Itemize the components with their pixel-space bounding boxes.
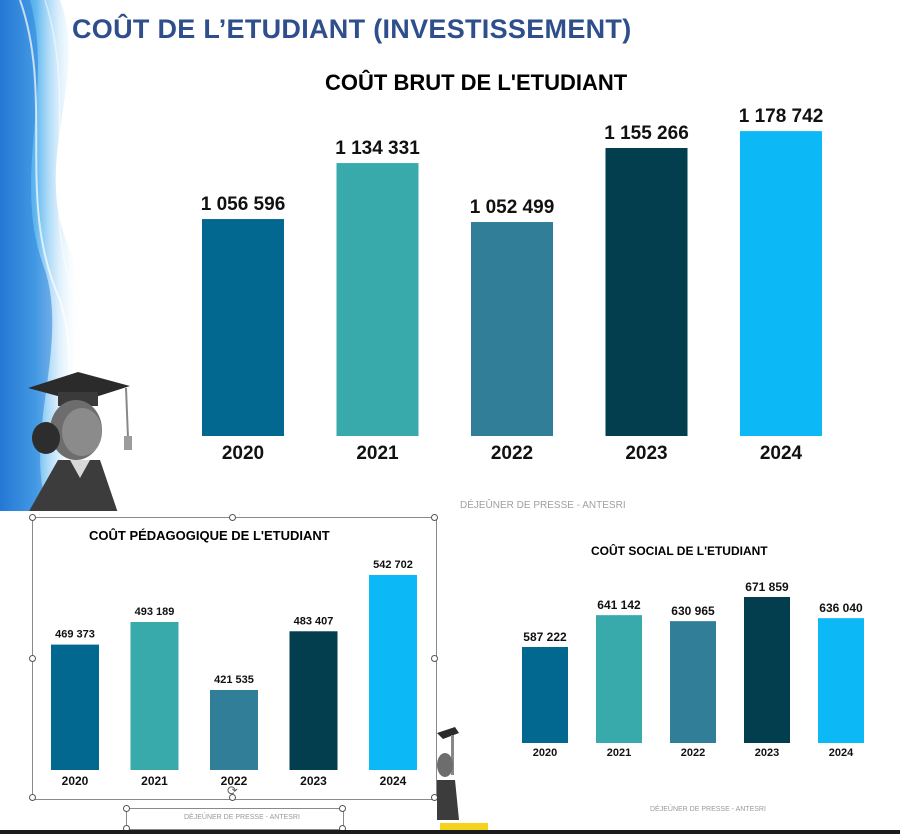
social-value-label: 671 859 bbox=[745, 580, 789, 594]
peda-category-label: 2021 bbox=[141, 774, 168, 788]
peda-bar-2021 bbox=[130, 621, 179, 770]
brut-category-label: 2021 bbox=[356, 443, 399, 464]
peda-bar-2022 bbox=[210, 690, 258, 770]
footer-note-right: DÉJEÛNER DE PRESSE - ANTESRI bbox=[650, 806, 766, 813]
peda-value-label: 542 702 bbox=[373, 559, 413, 571]
rotate-handle-icon[interactable]: ⟳ bbox=[227, 783, 238, 798]
resize-handle[interactable] bbox=[29, 794, 36, 801]
social-bar-2022 bbox=[670, 621, 716, 743]
resize-handle[interactable] bbox=[431, 514, 438, 521]
social-value-label: 630 965 bbox=[671, 604, 715, 618]
social-category-label: 2020 bbox=[533, 747, 557, 759]
brut-category-label: 2022 bbox=[491, 443, 533, 464]
brut-bar-2020 bbox=[202, 219, 284, 436]
social-category-label: 2024 bbox=[829, 747, 854, 759]
chart-brut-svg: 1 056 596 2020 1 134 331 2021 1 052 499 2022 1… bbox=[201, 106, 824, 464]
peda-bar-2020 bbox=[51, 644, 99, 770]
social-value-label: 636 040 bbox=[819, 601, 863, 615]
brut-category-label: 2024 bbox=[760, 443, 803, 464]
social-bar-2020 bbox=[522, 647, 568, 743]
brut-bar-2021 bbox=[336, 163, 419, 436]
accent-bar bbox=[440, 823, 488, 831]
peda-bar-2024 bbox=[369, 575, 417, 770]
resize-handle[interactable] bbox=[339, 805, 346, 812]
brut-value-label: 1 155 266 bbox=[604, 123, 689, 144]
peda-value-label: 421 535 bbox=[214, 674, 254, 686]
peda-bar-2023 bbox=[289, 631, 338, 770]
peda-value-label: 493 189 bbox=[135, 606, 175, 618]
footer-note-main: DÉJEÛNER DE PRESSE - ANTESRI bbox=[460, 500, 626, 511]
social-category-label: 2021 bbox=[607, 747, 631, 759]
graduate-illustration bbox=[28, 372, 132, 513]
social-bar-2021 bbox=[596, 615, 642, 743]
social-category-label: 2023 bbox=[755, 747, 779, 759]
peda-category-label: 2020 bbox=[62, 774, 89, 788]
brut-bar-2023 bbox=[605, 148, 688, 437]
resize-handle[interactable] bbox=[123, 805, 130, 812]
chart-brut: 1 056 596 2020 1 134 331 2021 1 052 499 2022 1… bbox=[201, 106, 824, 464]
page-title: COÛT DE L’ETUDIANT (INVESTISSEMENT) bbox=[72, 14, 632, 45]
chart-title-social: COÛT SOCIAL DE L'ETUDIANT bbox=[591, 544, 768, 558]
brut-value-label: 1 056 596 bbox=[201, 194, 286, 215]
social-bar-2024 bbox=[818, 618, 864, 743]
resize-handle[interactable] bbox=[431, 655, 438, 662]
resize-handle[interactable] bbox=[229, 794, 236, 801]
brut-bar-2024 bbox=[740, 131, 822, 437]
graduate-thumbnail bbox=[437, 727, 459, 820]
peda-value-label: 483 407 bbox=[294, 615, 334, 627]
peda-category-label: 2022 bbox=[221, 774, 248, 788]
resize-handle[interactable] bbox=[29, 655, 36, 662]
social-value-label: 641 142 bbox=[597, 598, 641, 612]
peda-value-label: 469 373 bbox=[55, 629, 95, 641]
chart-title-brut: COÛT BRUT DE L'ETUDIANT bbox=[325, 70, 628, 95]
resize-handle[interactable] bbox=[29, 514, 36, 521]
brut-value-label: 1 052 499 bbox=[470, 197, 555, 218]
bottom-border bbox=[0, 830, 900, 834]
brut-category-label: 2020 bbox=[222, 443, 264, 464]
social-bar-2023 bbox=[744, 597, 790, 743]
resize-handle[interactable] bbox=[229, 514, 236, 521]
brut-bar-2022 bbox=[471, 222, 553, 436]
peda-category-label: 2023 bbox=[300, 774, 327, 788]
brut-category-label: 2023 bbox=[625, 443, 667, 464]
social-value-label: 587 222 bbox=[523, 630, 567, 644]
peda-category-label: 2024 bbox=[380, 774, 407, 788]
footer-selection-frame bbox=[126, 808, 344, 830]
social-category-label: 2022 bbox=[681, 747, 705, 759]
brut-value-label: 1 134 331 bbox=[335, 138, 420, 159]
brut-value-label: 1 178 742 bbox=[739, 106, 824, 127]
footer-note-left: DÉJEÛNER DE PRESSE - ANTESRI bbox=[184, 814, 300, 821]
chart-title-pedagogique: COÛT PÉDAGOGIQUE DE L'ETUDIANT bbox=[89, 528, 330, 543]
